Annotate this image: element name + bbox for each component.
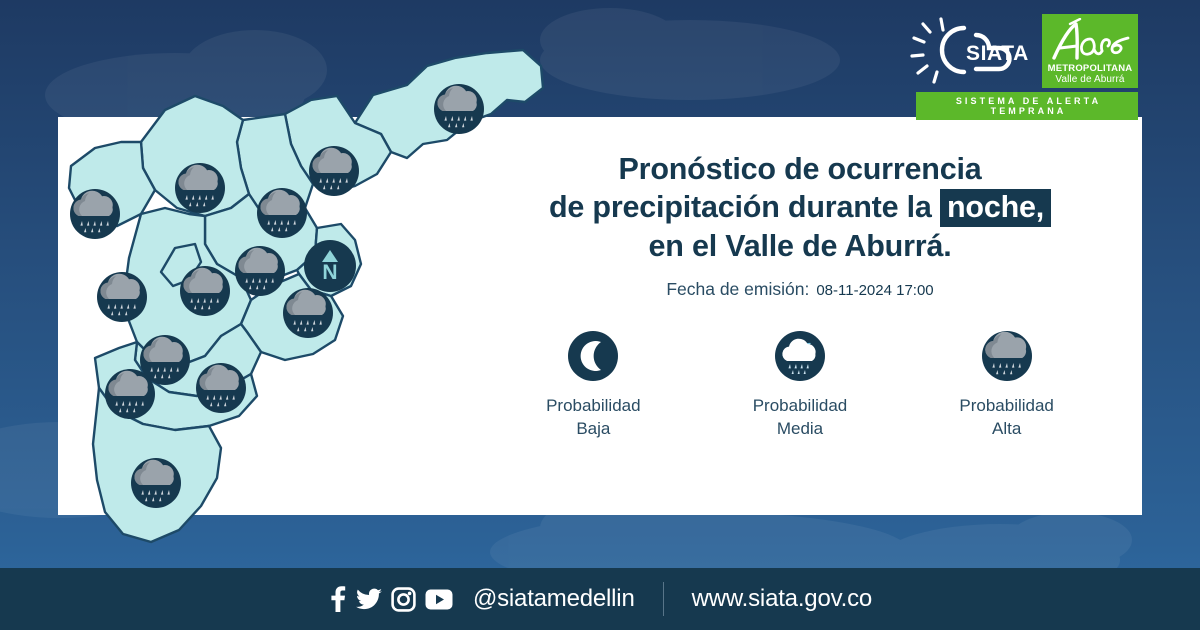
headline-line-3: en el Valle de Aburrá. [648, 229, 952, 263]
twitter-icon[interactable] [355, 586, 382, 612]
legend-label-media: Probabilidad Media [752, 396, 848, 438]
footer-divider [662, 582, 664, 616]
marker-caldas [131, 458, 181, 508]
marker-girardota [309, 146, 359, 196]
youtube-icon[interactable] [425, 589, 453, 610]
social-icons [328, 586, 453, 612]
marker-medellin [180, 266, 230, 316]
valle-de-aburra-map: N [55, 48, 575, 568]
marker-envigado [283, 288, 333, 338]
svg-text:SIATA: SIATA [966, 42, 1029, 65]
headline-block: Pronóstico de ocurrencia de precipitació… [470, 150, 1130, 300]
marker-sabaneta [196, 363, 246, 413]
tagline-bar: SISTEMA DE ALERTA TEMPRANA [916, 92, 1138, 120]
website-url[interactable]: www.siata.gov.co [691, 585, 873, 612]
legend-item-baja: Probabilidad Baja [508, 330, 678, 440]
moon-rain-cloud-icon [774, 331, 825, 381]
marker-san-jeronimo [70, 189, 120, 239]
marker-san-pedro [175, 163, 225, 213]
page-title: Pronóstico de ocurrencia de precipitació… [470, 150, 1130, 265]
moon-icon [568, 331, 619, 381]
north-arrow-label: N [322, 261, 337, 284]
issue-date-row: Fecha de emisión: 08-11-2024 17:00 [470, 279, 1130, 300]
headline-line-2: de precipitación durante la noche, [470, 188, 1130, 227]
probability-legend: Probabilidad Baja Probabilidad Media [490, 330, 1110, 440]
footer-bar: @siatamedellin www.siata.gov.co [0, 568, 1200, 630]
legend-item-alta: Probabilidad Alta [922, 330, 1092, 440]
marker-heliconia [97, 272, 147, 322]
area-logo-line1: METROPOLITANA [1047, 63, 1133, 74]
headline-line-2-text: de precipitación durante la [548, 190, 932, 224]
map-svg: N [67, 48, 545, 544]
instagram-icon[interactable] [391, 586, 416, 612]
issue-date-label: Fecha de emisión: [666, 279, 810, 299]
facebook-icon[interactable] [328, 586, 347, 612]
headline-highlight-noche: noche, [939, 189, 1052, 227]
north-arrow: N [304, 240, 356, 292]
marker-bello [235, 246, 285, 296]
siata-logo: SIATA [910, 17, 1029, 84]
legend-label-alta: Probabilidad Alta [959, 396, 1054, 438]
legend-item-media: Probabilidad Media [715, 330, 885, 440]
area-logo-line2: Valle de Aburrá [1055, 74, 1125, 85]
logo-bar: SIATA METROPOLITANA Valle de Aburrá [910, 14, 1138, 88]
social-handle[interactable]: @siatamedellin [472, 585, 635, 612]
headline-line-1: Pronóstico de ocurrencia [618, 152, 982, 186]
issue-date-value: 08-11-2024 17:00 [816, 282, 934, 299]
area-metropolitana-logo: METROPOLITANA Valle de Aburrá [1042, 14, 1138, 88]
marker-la-estrella [105, 369, 155, 419]
marker-copacabana [257, 188, 307, 238]
rain-cloud-icon [981, 331, 1032, 381]
marker-barbosa [434, 84, 484, 134]
area-script-wordmark [1052, 18, 1130, 60]
legend-label-baja: Probabilidad Baja [546, 396, 641, 438]
